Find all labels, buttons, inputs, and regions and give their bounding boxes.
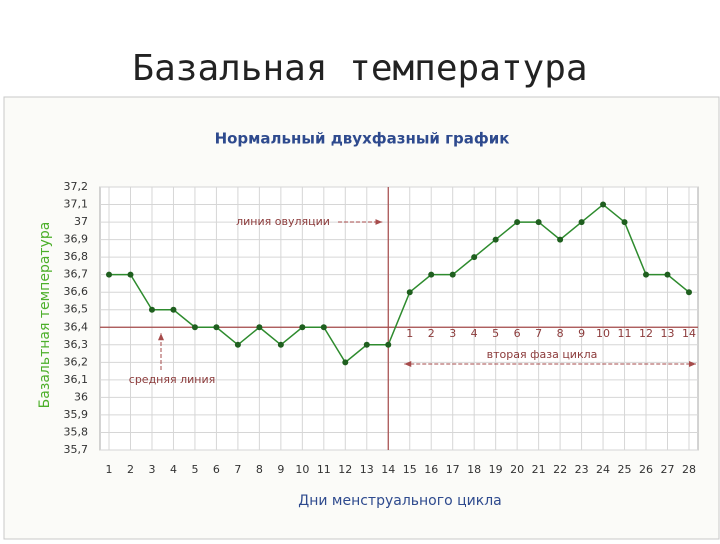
phase-day-label: 14 bbox=[682, 327, 696, 340]
phase-day-label: 1 bbox=[406, 327, 413, 340]
data-point bbox=[320, 324, 327, 331]
y-tick-label: 35,9 bbox=[64, 408, 89, 421]
y-tick-label: 36,9 bbox=[64, 233, 89, 246]
x-tick-label: 16 bbox=[424, 463, 438, 476]
data-point bbox=[127, 271, 134, 278]
x-axis-label: Дни менструального цикла bbox=[298, 493, 501, 509]
x-tick-label: 6 bbox=[213, 463, 220, 476]
x-tick-label: 26 bbox=[639, 463, 653, 476]
phase-day-label: 11 bbox=[618, 327, 632, 340]
x-tick-label: 24 bbox=[596, 463, 610, 476]
phase-day-label: 13 bbox=[660, 327, 674, 340]
x-tick-label: 2 bbox=[127, 463, 134, 476]
y-tick-label: 36 bbox=[74, 390, 88, 403]
data-point bbox=[406, 289, 413, 296]
x-tick-label: 7 bbox=[234, 463, 241, 476]
y-tick-label: 36,3 bbox=[64, 338, 89, 351]
data-point bbox=[191, 324, 198, 331]
data-point bbox=[492, 236, 499, 243]
phase-day-label: 4 bbox=[471, 327, 478, 340]
x-tick-label: 28 bbox=[682, 463, 696, 476]
y-tick-label: 37,2 bbox=[64, 180, 89, 193]
x-tick-label: 14 bbox=[381, 463, 395, 476]
data-point bbox=[664, 271, 671, 278]
data-point bbox=[148, 306, 155, 313]
x-tick-label: 15 bbox=[403, 463, 417, 476]
phase-day-label: 2 bbox=[428, 327, 435, 340]
data-point bbox=[557, 236, 564, 243]
y-tick-label: 36,8 bbox=[64, 250, 89, 263]
y-tick-label: 36,2 bbox=[64, 355, 89, 368]
x-tick-label: 10 bbox=[295, 463, 309, 476]
x-tick-label: 19 bbox=[489, 463, 503, 476]
data-point bbox=[342, 359, 349, 366]
y-tick-label: 36,6 bbox=[64, 285, 89, 298]
x-tick-label: 20 bbox=[510, 463, 524, 476]
data-point bbox=[256, 324, 263, 331]
phase-day-label: 5 bbox=[492, 327, 499, 340]
x-tick-label: 21 bbox=[532, 463, 546, 476]
data-point bbox=[234, 341, 241, 348]
data-point bbox=[685, 289, 692, 296]
data-point bbox=[535, 219, 542, 226]
data-point bbox=[621, 219, 628, 226]
y-tick-label: 37,1 bbox=[64, 198, 89, 211]
data-point bbox=[170, 306, 177, 313]
phase-day-label: 10 bbox=[596, 327, 610, 340]
y-tick-label: 35,8 bbox=[64, 425, 89, 438]
phase-day-label: 6 bbox=[514, 327, 521, 340]
data-point bbox=[449, 271, 456, 278]
x-tick-label: 12 bbox=[338, 463, 352, 476]
x-tick-label: 18 bbox=[467, 463, 481, 476]
phase-day-label: 9 bbox=[578, 327, 585, 340]
x-tick-label: 8 bbox=[256, 463, 263, 476]
data-point bbox=[385, 341, 392, 348]
y-tick-label: 36,4 bbox=[64, 320, 89, 333]
x-tick-label: 13 bbox=[360, 463, 374, 476]
x-tick-label: 5 bbox=[191, 463, 198, 476]
x-tick-label: 9 bbox=[277, 463, 284, 476]
data-point bbox=[428, 271, 435, 278]
y-tick-label: 36,5 bbox=[64, 303, 89, 316]
x-tick-label: 27 bbox=[660, 463, 674, 476]
data-point bbox=[106, 271, 113, 278]
data-point bbox=[213, 324, 220, 331]
phase-day-label: 8 bbox=[557, 327, 564, 340]
data-point bbox=[299, 324, 306, 331]
phase-day-label: 7 bbox=[535, 327, 542, 340]
x-tick-label: 23 bbox=[575, 463, 589, 476]
data-point bbox=[578, 219, 585, 226]
data-point bbox=[363, 341, 370, 348]
x-tick-label: 4 bbox=[170, 463, 177, 476]
annotation: вторая фаза цикла bbox=[487, 348, 598, 361]
data-line bbox=[109, 203, 690, 364]
y-axis-label: Базальтная температура bbox=[37, 222, 53, 409]
annotation: средняя линия bbox=[129, 373, 215, 386]
data-point bbox=[471, 254, 478, 261]
chart-title: Нормальный двухфазный график bbox=[215, 130, 510, 148]
annotation: линия овуляции bbox=[236, 215, 330, 228]
y-tick-label: 35,7 bbox=[64, 443, 89, 456]
data-point bbox=[514, 219, 521, 226]
phase-day-label: 3 bbox=[449, 327, 456, 340]
x-tick-label: 3 bbox=[148, 463, 155, 476]
y-tick-label: 37 bbox=[74, 215, 88, 228]
data-point bbox=[643, 271, 650, 278]
data-point bbox=[600, 201, 607, 208]
x-tick-label: 25 bbox=[618, 463, 632, 476]
y-tick-label: 36,1 bbox=[64, 373, 89, 386]
y-tick-label: 36,7 bbox=[64, 268, 89, 281]
x-tick-label: 11 bbox=[317, 463, 331, 476]
slide-title: Базальная температура bbox=[132, 48, 587, 89]
x-tick-label: 22 bbox=[553, 463, 567, 476]
phase-day-label: 12 bbox=[639, 327, 653, 340]
x-tick-label: 1 bbox=[106, 463, 113, 476]
data-point bbox=[277, 341, 284, 348]
x-tick-label: 17 bbox=[446, 463, 460, 476]
